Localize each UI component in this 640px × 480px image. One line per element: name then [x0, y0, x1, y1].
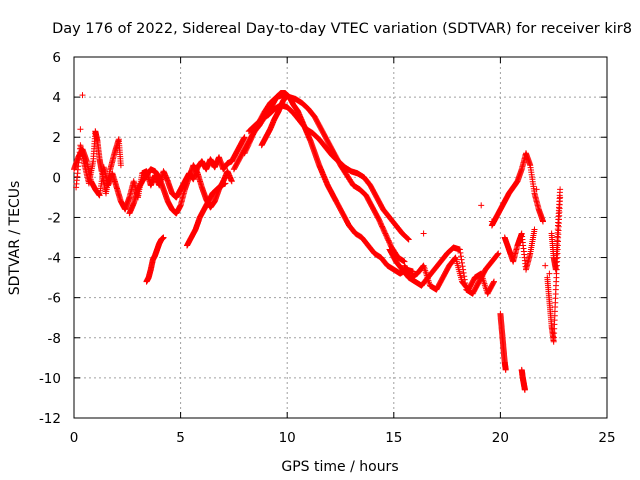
chart-title: Day 176 of 2022, Sidereal Day-to-day VTE… [52, 21, 632, 37]
data-point [540, 218, 546, 225]
data-point [241, 134, 248, 141]
plot-frame [73, 56, 608, 419]
data-point-outlier [542, 262, 549, 269]
y-tick-label: -12 [39, 411, 61, 427]
data-point [117, 162, 124, 169]
tick-layer: 0 5 10 15 20 25 -12 -10 -8 -6 -4 -2 0 2 4 6 [39, 50, 616, 446]
data-point-outlier [533, 186, 540, 193]
data-point [457, 249, 464, 256]
x-tick-label: 5 [176, 430, 185, 446]
grid-layer [74, 57, 607, 418]
data-point [228, 178, 235, 185]
y-tick-label: 4 [52, 90, 61, 106]
data-point [557, 186, 564, 193]
x-tick-label: 15 [385, 430, 402, 446]
y-axis-label: SDTVAR / TECUs [7, 181, 23, 296]
data-point [222, 180, 229, 187]
data-point [491, 278, 497, 285]
data-point [160, 234, 167, 241]
y-tick-label: -6 [48, 291, 61, 307]
y-tick-label: 6 [52, 50, 61, 66]
y-tick-label: -8 [48, 331, 61, 347]
x-tick-label: 0 [70, 430, 79, 446]
data-point [495, 250, 502, 257]
x-axis-label: GPS time / hours [281, 459, 398, 475]
x-tick-label: 10 [279, 430, 296, 446]
data-point-outlier [79, 92, 86, 99]
data-point [284, 92, 291, 99]
x-tick-label: 20 [492, 430, 509, 446]
data-point-outlier [420, 230, 427, 237]
data-point [521, 386, 528, 393]
y-tick-label: 2 [52, 130, 61, 146]
data-point [531, 226, 538, 233]
data-point [405, 236, 412, 243]
data-point-outlier [77, 126, 84, 133]
data-point-outlier [478, 202, 485, 209]
data-point [460, 269, 467, 276]
data-point-outlier [546, 270, 553, 277]
y-tick-label: -10 [39, 371, 61, 387]
y-tick-label: -4 [48, 251, 61, 267]
x-tick-label: 25 [598, 430, 615, 446]
data-point-outlier [488, 218, 495, 225]
data-point [494, 251, 501, 258]
y-tick-label: 0 [52, 170, 61, 186]
data-points [71, 90, 564, 393]
data-point [459, 259, 465, 266]
y-tick-label: -2 [48, 210, 61, 226]
data-point [502, 366, 509, 373]
